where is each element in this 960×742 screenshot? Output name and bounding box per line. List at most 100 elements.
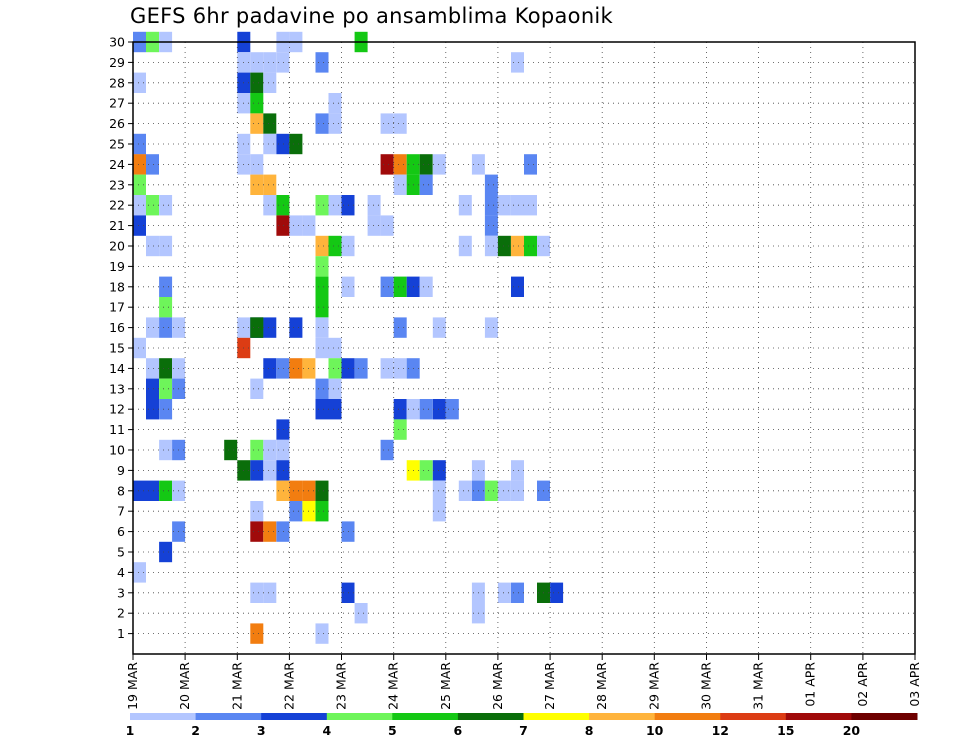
colorbar-label: 6 bbox=[454, 723, 463, 738]
data-cell bbox=[328, 378, 342, 399]
data-cell bbox=[276, 133, 290, 155]
data-cell bbox=[133, 215, 146, 236]
data-cell bbox=[484, 317, 498, 338]
data-cell bbox=[380, 113, 394, 134]
colorbar-label: 2 bbox=[191, 723, 200, 738]
y-tick-label: 17 bbox=[109, 300, 125, 315]
data-cell bbox=[393, 113, 407, 134]
data-cell bbox=[432, 501, 446, 522]
data-cell bbox=[250, 623, 264, 644]
data-cell bbox=[159, 195, 173, 216]
colorbar-label: 10 bbox=[646, 723, 664, 738]
data-cell bbox=[250, 52, 264, 73]
data-cell bbox=[393, 317, 407, 338]
data-cell bbox=[263, 113, 277, 134]
data-cell bbox=[524, 195, 537, 216]
data-cell bbox=[511, 480, 524, 501]
data-cell bbox=[380, 439, 394, 461]
colorbar-label: 3 bbox=[257, 723, 266, 738]
data-cell bbox=[315, 235, 329, 257]
data-cell bbox=[289, 133, 303, 155]
y-tick-label: 7 bbox=[117, 504, 125, 519]
y-tick-label: 30 bbox=[109, 35, 125, 50]
y-tick-label: 26 bbox=[109, 116, 125, 131]
data-cell bbox=[276, 215, 290, 236]
data-cell bbox=[432, 480, 446, 501]
data-cell bbox=[393, 399, 407, 420]
data-cell bbox=[315, 256, 329, 277]
data-cell bbox=[263, 174, 277, 195]
x-tick-label: 20 MAR bbox=[177, 662, 192, 710]
data-cell bbox=[289, 501, 303, 522]
data-cell bbox=[250, 72, 264, 93]
data-cell bbox=[524, 154, 537, 175]
data-cell bbox=[511, 195, 524, 216]
data-cell bbox=[159, 541, 173, 563]
data-cell bbox=[432, 154, 446, 175]
data-cell bbox=[146, 154, 159, 175]
x-tick-label: 02 APR bbox=[855, 662, 870, 707]
data-cell bbox=[263, 317, 277, 338]
y-tick-label: 6 bbox=[117, 524, 125, 539]
data-cell bbox=[511, 52, 524, 73]
data-cell bbox=[524, 235, 537, 257]
x-tick-label: 22 MAR bbox=[281, 662, 296, 710]
data-cell bbox=[380, 154, 394, 175]
y-tick-label: 8 bbox=[117, 483, 125, 498]
data-cell bbox=[380, 276, 394, 297]
y-tick-label: 13 bbox=[109, 381, 125, 396]
data-cell bbox=[419, 174, 433, 195]
data-cell bbox=[146, 195, 159, 216]
data-cell bbox=[133, 195, 146, 216]
data-cell bbox=[367, 195, 381, 216]
data-cell bbox=[250, 501, 264, 522]
x-tick-label: 27 MAR bbox=[542, 662, 557, 710]
data-cell bbox=[380, 358, 394, 379]
x-tick-label: 30 MAR bbox=[699, 662, 714, 710]
data-cell bbox=[263, 133, 277, 155]
data-cell bbox=[263, 521, 277, 542]
data-cell bbox=[315, 399, 329, 420]
data-cell bbox=[497, 480, 511, 501]
colorbar-label: 12 bbox=[712, 723, 729, 738]
data-cell bbox=[419, 460, 433, 481]
data-cell bbox=[393, 174, 407, 195]
y-tick-label: 24 bbox=[109, 157, 125, 172]
y-tick-label: 14 bbox=[109, 361, 125, 376]
x-tick-label: 31 MAR bbox=[751, 662, 766, 710]
y-tick-label: 15 bbox=[109, 341, 125, 356]
data-cell bbox=[315, 317, 329, 338]
data-cell bbox=[133, 154, 146, 175]
data-cell bbox=[276, 439, 290, 461]
data-cell bbox=[484, 215, 498, 236]
data-cell bbox=[250, 439, 264, 461]
data-cell bbox=[511, 235, 524, 257]
data-cell bbox=[289, 358, 303, 379]
colorbar-segment bbox=[130, 713, 197, 720]
data-cell bbox=[133, 72, 146, 93]
colorbar-segment bbox=[785, 713, 852, 720]
data-cell bbox=[133, 562, 146, 583]
data-cell bbox=[328, 235, 342, 257]
x-tick-label: 26 MAR bbox=[490, 662, 505, 710]
data-cell bbox=[497, 582, 511, 603]
colorbar-segment bbox=[392, 713, 459, 720]
colorbar-segment bbox=[523, 713, 590, 720]
y-tick-label: 11 bbox=[109, 422, 125, 437]
y-tick-label: 1 bbox=[117, 626, 125, 641]
data-cell bbox=[419, 399, 433, 420]
data-cell bbox=[328, 93, 342, 114]
data-cell bbox=[146, 317, 159, 338]
data-cell bbox=[250, 582, 264, 603]
data-cell bbox=[393, 276, 407, 297]
colorbar-label: 15 bbox=[777, 723, 794, 738]
data-cell bbox=[484, 195, 498, 216]
x-tick-label: 21 MAR bbox=[229, 662, 244, 710]
data-cell bbox=[159, 297, 173, 318]
y-tick-label: 23 bbox=[109, 177, 125, 192]
y-tick-label: 29 bbox=[109, 55, 125, 70]
data-cell bbox=[511, 460, 524, 481]
data-cell bbox=[146, 399, 159, 420]
data-cell bbox=[419, 276, 433, 297]
data-cell bbox=[484, 235, 498, 257]
